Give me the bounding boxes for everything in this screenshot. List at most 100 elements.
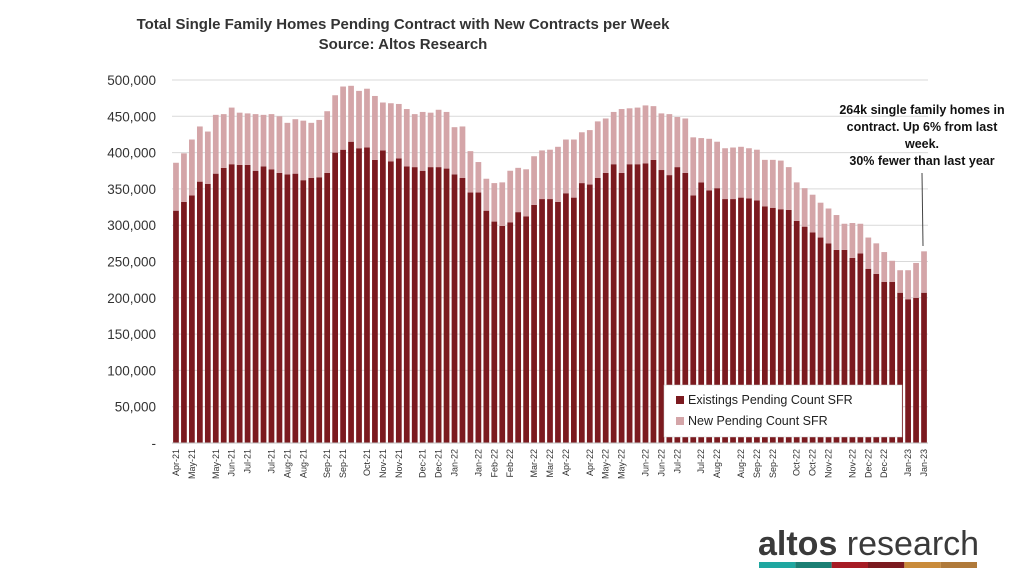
y-tick-label: 250,000 bbox=[107, 255, 156, 270]
bar-existing bbox=[913, 297, 919, 443]
bar-new bbox=[873, 243, 880, 274]
bar-existing bbox=[555, 201, 561, 443]
annotation-line-3: week. bbox=[904, 137, 939, 151]
x-tick-label: Mar-22 bbox=[529, 449, 539, 478]
bar-new bbox=[833, 215, 840, 250]
bar-existing bbox=[451, 174, 458, 443]
bar-existing bbox=[714, 188, 720, 443]
bar-new bbox=[785, 167, 792, 210]
bar-new bbox=[539, 150, 545, 200]
bar-new bbox=[451, 127, 458, 175]
bar-new bbox=[507, 170, 514, 223]
y-tick-label: 400,000 bbox=[107, 146, 156, 161]
x-tick-label: Oct-21 bbox=[362, 449, 372, 476]
bar-new bbox=[746, 148, 752, 199]
bar-new bbox=[809, 194, 816, 233]
y-tick-label: 500,000 bbox=[107, 73, 156, 88]
bar-existing bbox=[817, 237, 824, 443]
bar-existing bbox=[873, 273, 880, 443]
x-tick-label: Apr-22 bbox=[561, 449, 571, 476]
bar-new bbox=[674, 117, 681, 168]
bar-new bbox=[714, 141, 720, 189]
bar-existing bbox=[730, 199, 736, 443]
bar-new bbox=[555, 146, 561, 202]
bar-existing bbox=[443, 168, 450, 443]
bar-new bbox=[212, 114, 219, 174]
bar-new bbox=[491, 183, 498, 222]
y-tick-label: - bbox=[152, 436, 157, 451]
bar-new bbox=[332, 95, 339, 153]
x-tick-label: Dec-22 bbox=[879, 449, 889, 478]
bar-existing bbox=[308, 178, 315, 443]
bar-new bbox=[642, 105, 649, 164]
bar-new bbox=[889, 260, 896, 282]
bar-existing bbox=[841, 249, 848, 443]
bar-existing bbox=[467, 192, 474, 443]
bar-new bbox=[602, 118, 609, 173]
annotation: 264k single family homes in contract. Up… bbox=[839, 103, 1005, 247]
logo-text-bold: altos bbox=[758, 525, 837, 563]
x-tick-label: Sep-22 bbox=[752, 449, 762, 478]
bar-new bbox=[173, 162, 179, 211]
bar-existing bbox=[785, 209, 792, 443]
bar-existing bbox=[419, 170, 426, 443]
x-tick-label: Aug-22 bbox=[712, 449, 722, 478]
x-tick-label: Nov-21 bbox=[394, 449, 404, 478]
annotation-line-2: contract. Up 6% from last bbox=[847, 120, 999, 134]
bar-new bbox=[913, 262, 919, 298]
bar-new bbox=[650, 106, 657, 160]
bar-existing bbox=[220, 167, 227, 443]
bar-existing bbox=[634, 164, 641, 443]
x-tick-label: Aug-21 bbox=[298, 449, 308, 478]
y-tick-label: 50,000 bbox=[115, 400, 156, 415]
bar-new bbox=[730, 147, 736, 200]
bar-new bbox=[817, 202, 824, 238]
bar-existing bbox=[897, 292, 904, 443]
bar-new bbox=[300, 120, 307, 181]
bars bbox=[173, 85, 927, 444]
bar-existing bbox=[380, 150, 386, 443]
bar-new bbox=[260, 114, 267, 167]
bar-existing bbox=[738, 197, 744, 443]
bar-new bbox=[515, 167, 522, 213]
bar-existing bbox=[825, 243, 832, 443]
bar-existing bbox=[761, 206, 768, 443]
bar-existing bbox=[284, 174, 291, 443]
bar-existing bbox=[427, 167, 434, 443]
x-tick-label: Nov-22 bbox=[847, 449, 857, 478]
x-tick-label: Jul-22 bbox=[696, 449, 706, 474]
bar-existing bbox=[547, 199, 553, 443]
y-tick-label: 350,000 bbox=[107, 182, 156, 197]
bar-new bbox=[292, 119, 299, 174]
bar-new bbox=[236, 112, 243, 165]
bar-new bbox=[467, 151, 474, 193]
bar-existing bbox=[586, 184, 593, 443]
bar-new bbox=[475, 162, 482, 193]
x-tick-label: May-21 bbox=[187, 449, 197, 479]
logo-stripe bbox=[759, 562, 796, 568]
bar-new bbox=[356, 90, 362, 149]
bar-existing bbox=[196, 181, 203, 443]
bar-new bbox=[547, 149, 553, 200]
bar-new bbox=[459, 126, 466, 179]
bar-new bbox=[387, 103, 394, 162]
bar-new bbox=[849, 223, 856, 258]
bar-existing bbox=[356, 148, 362, 443]
bar-existing bbox=[793, 220, 800, 443]
logo-stripe bbox=[868, 562, 905, 568]
logo-stripe bbox=[795, 562, 832, 568]
bar-existing bbox=[499, 225, 506, 443]
bar-existing bbox=[300, 180, 307, 444]
bar-existing bbox=[849, 257, 856, 443]
bar-new bbox=[690, 137, 697, 196]
bar-new bbox=[563, 139, 569, 194]
bar-existing bbox=[324, 172, 331, 444]
bar-existing bbox=[881, 281, 888, 443]
bar-existing bbox=[212, 173, 219, 444]
bar-existing bbox=[236, 164, 243, 443]
bar-new bbox=[244, 113, 251, 165]
bar-new bbox=[181, 153, 187, 202]
bar-existing bbox=[650, 159, 657, 444]
bar-existing bbox=[260, 166, 267, 444]
